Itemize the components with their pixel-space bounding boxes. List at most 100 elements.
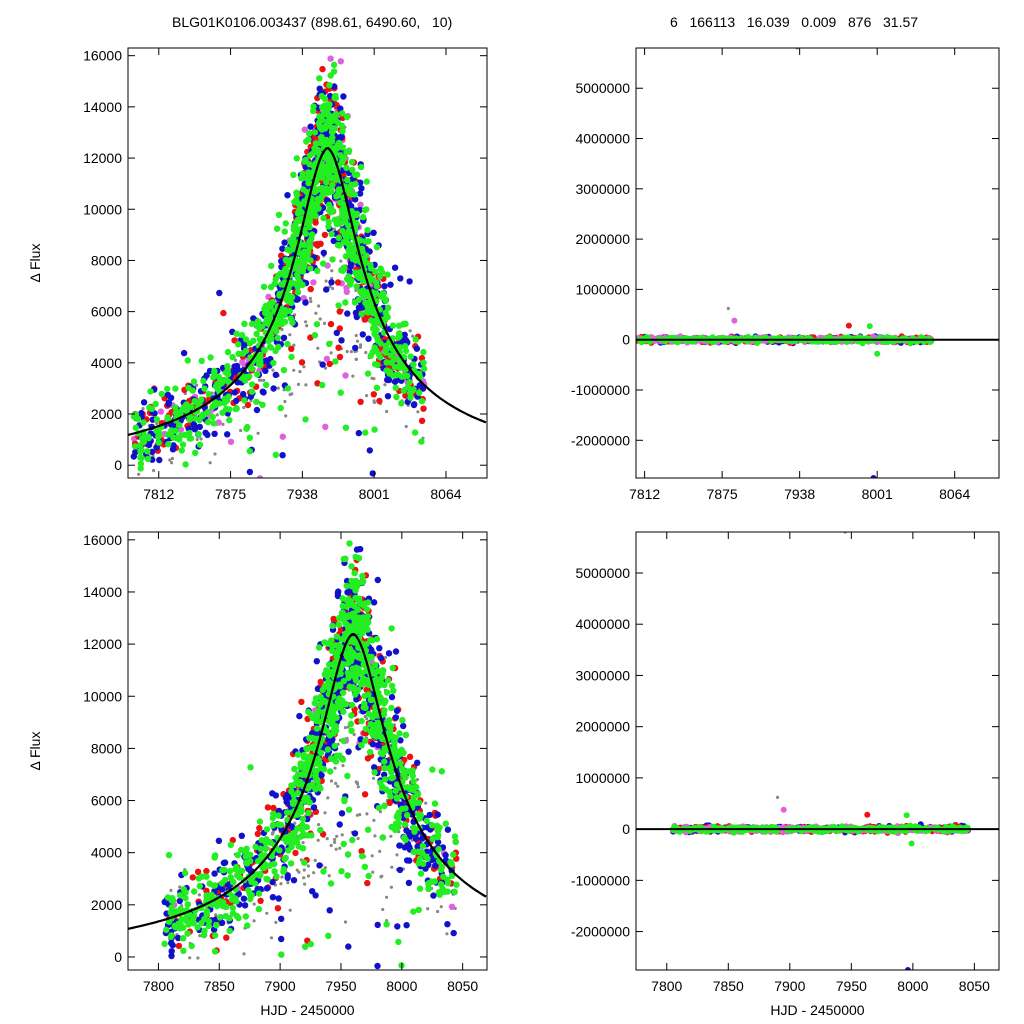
data-point-green xyxy=(226,417,233,424)
data-point-gray xyxy=(292,343,296,347)
data-point-green xyxy=(420,359,427,366)
data-point-red xyxy=(254,830,261,838)
data-point-green xyxy=(340,238,348,246)
data-point-green xyxy=(172,404,179,411)
data-point-blue xyxy=(168,952,175,960)
panel-top-left: 0200040006000800010000120001400016000781… xyxy=(27,47,488,502)
data-point-blue xyxy=(403,827,410,834)
data-point-green xyxy=(259,401,266,408)
data-point-green xyxy=(351,299,359,306)
data-point-gray xyxy=(213,452,217,456)
y-tick-label: 2000 xyxy=(91,406,122,422)
data-point-green xyxy=(325,223,332,230)
data-point-blue xyxy=(418,835,426,842)
data-point-green xyxy=(377,265,384,272)
data-point-magenta xyxy=(227,438,235,445)
data-point-green xyxy=(241,320,248,327)
data-point-gray xyxy=(318,317,322,321)
data-point-green xyxy=(266,343,274,351)
data-point-blue xyxy=(272,371,279,378)
data-point-magenta xyxy=(357,201,364,208)
data-point-gray xyxy=(354,780,358,784)
data-point-gray xyxy=(269,936,274,940)
data-point-blue xyxy=(259,388,266,395)
data-point-blue xyxy=(374,962,381,970)
data-point-gray xyxy=(137,472,141,476)
data-point-green xyxy=(373,384,381,391)
data-point-green xyxy=(244,423,251,431)
data-point-magenta xyxy=(301,126,308,133)
data-point-blue xyxy=(231,368,238,376)
data-point-green xyxy=(305,179,312,187)
data-point-green xyxy=(306,238,313,245)
data-point-blue xyxy=(444,921,451,928)
data-point-gray xyxy=(390,865,394,869)
data-point-green xyxy=(335,139,343,147)
data-point-blue xyxy=(402,336,409,344)
data-point-gray xyxy=(296,382,301,386)
data-point-red xyxy=(321,231,329,239)
data-point-green xyxy=(335,621,342,628)
data-point-blue xyxy=(369,741,377,748)
data-point-blue xyxy=(353,313,360,321)
data-point-red xyxy=(406,753,414,760)
data-point-green xyxy=(256,818,264,825)
data-point-green xyxy=(346,241,353,248)
data-point-green xyxy=(200,377,207,385)
data-point-green xyxy=(286,247,294,254)
data-point-green xyxy=(328,230,335,238)
data-point-green xyxy=(359,853,366,860)
data-point-blue xyxy=(263,885,271,892)
data-point-green xyxy=(326,82,333,89)
data-point-blue xyxy=(281,239,288,246)
data-point-red xyxy=(361,316,368,323)
data-point-green xyxy=(180,947,187,954)
data-point-green xyxy=(352,219,359,227)
data-point-green xyxy=(270,359,277,367)
data-point-blue xyxy=(241,902,249,909)
data-point-green xyxy=(371,426,378,433)
data-point-gray xyxy=(252,919,256,923)
data-point-magenta xyxy=(256,475,264,478)
data-point-green xyxy=(294,289,302,296)
data-point-blue xyxy=(156,456,163,464)
data-point-blue xyxy=(319,361,326,368)
data-point-blue xyxy=(330,237,337,245)
data-point-green xyxy=(261,482,267,488)
data-point-green xyxy=(268,262,275,270)
y-tick-label: -2000000 xyxy=(571,432,630,448)
data-point-blue xyxy=(370,599,378,606)
data-point-green xyxy=(187,435,195,442)
data-point-blue xyxy=(312,892,319,899)
data-point-green xyxy=(329,256,336,263)
data-point-green xyxy=(331,742,338,750)
data-point-gray xyxy=(352,732,356,737)
data-point-blue xyxy=(216,289,223,297)
data-point-gray xyxy=(415,778,419,782)
data-point-green xyxy=(319,174,326,181)
data-point-green xyxy=(340,207,347,215)
data-point-green xyxy=(367,352,374,359)
data-point-blue xyxy=(414,759,421,766)
data-point-gray xyxy=(197,893,201,897)
data-point-blue xyxy=(175,934,182,942)
data-point-gray xyxy=(424,801,428,805)
data-point-green xyxy=(282,220,289,227)
data-point-gray xyxy=(334,847,338,851)
data-point-blue xyxy=(320,249,327,256)
data-point-green xyxy=(859,340,866,347)
data-point-green xyxy=(367,265,375,272)
data-point-green xyxy=(246,434,253,441)
data-point-gray xyxy=(295,868,299,872)
data-point-gray xyxy=(338,846,342,850)
data-point-gray xyxy=(323,811,327,815)
y-tick-label: 3000000 xyxy=(575,181,630,197)
data-point-green xyxy=(335,302,342,309)
data-point-green xyxy=(329,129,336,136)
data-point-blue xyxy=(385,650,393,657)
data-point-gray xyxy=(426,907,430,911)
outlier-point xyxy=(726,306,730,311)
data-point-green xyxy=(262,302,270,310)
data-point-green xyxy=(347,281,354,288)
data-point-green xyxy=(209,413,216,421)
